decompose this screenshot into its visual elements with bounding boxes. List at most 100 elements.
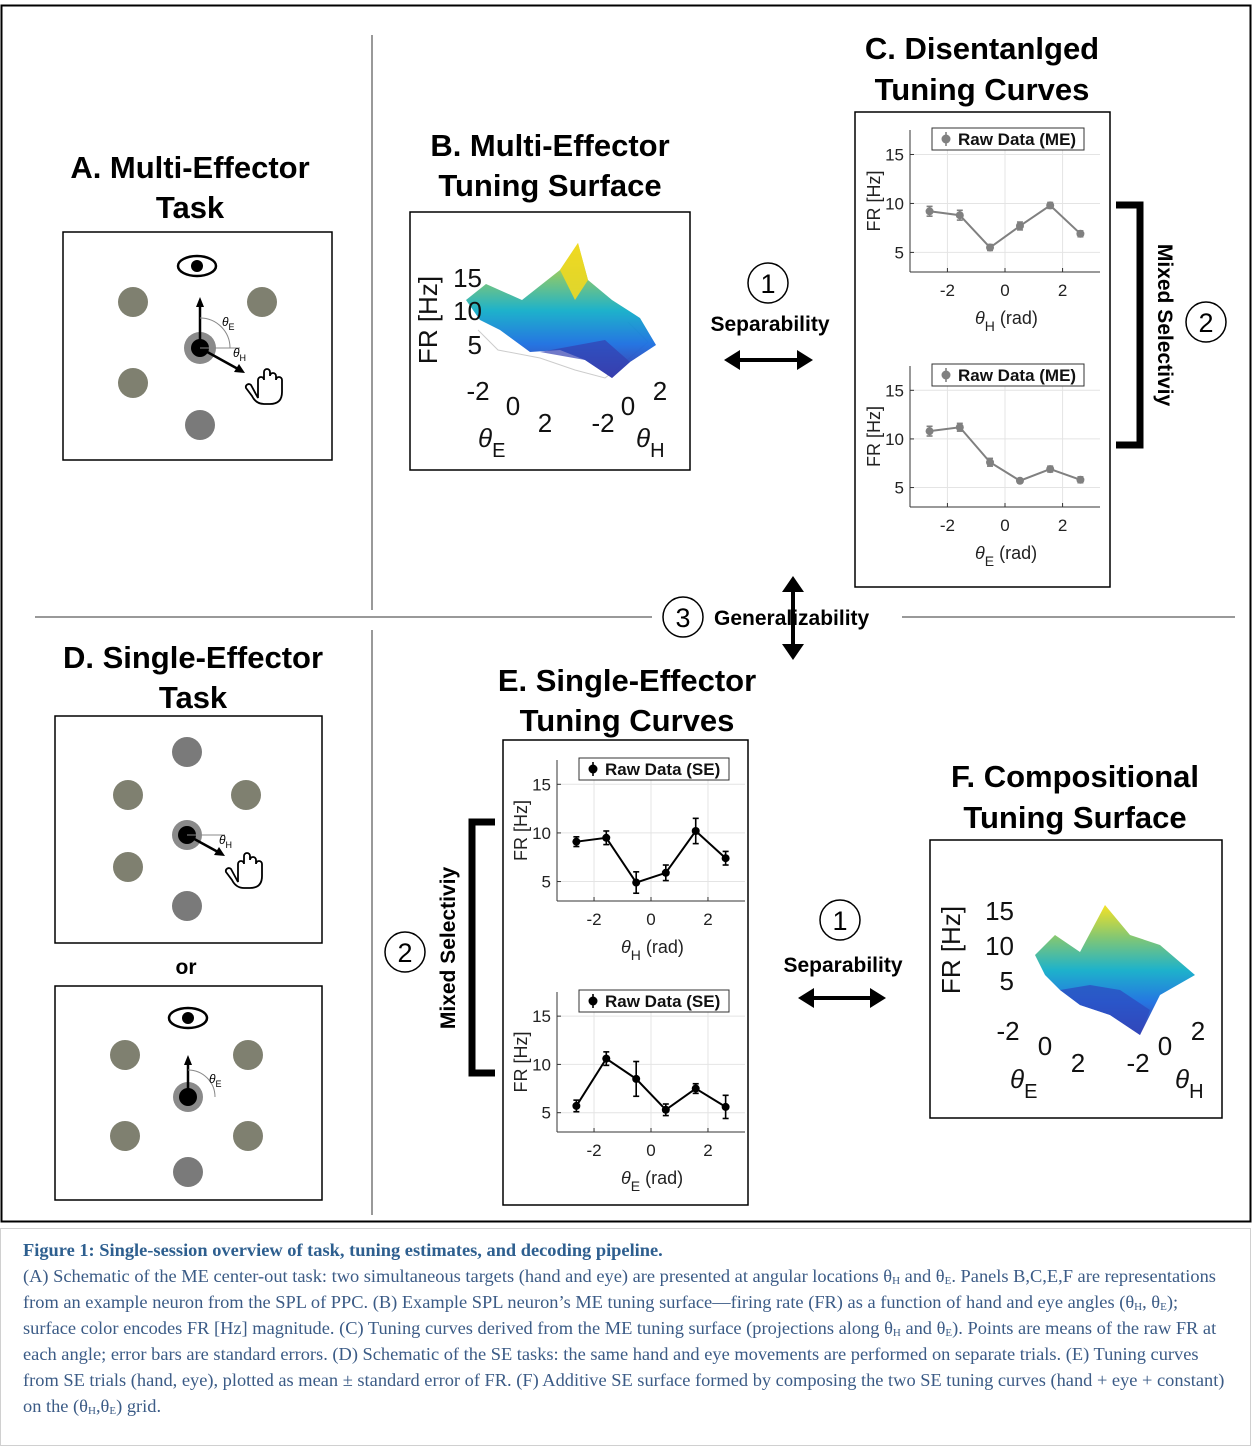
tick-label: -2 bbox=[591, 408, 614, 438]
x-axis-label: θE(rad) bbox=[621, 1168, 683, 1194]
panel-title: C. Disentanlged bbox=[865, 31, 1099, 66]
annotation: 1 Separability bbox=[710, 263, 829, 370]
legend-label: Raw Data (SE) bbox=[605, 760, 720, 779]
legend-label: Raw Data (ME) bbox=[958, 130, 1076, 149]
x-axis-label: θH(rad) bbox=[975, 308, 1038, 334]
x-axis-symbol: θ bbox=[975, 308, 985, 328]
tick-label: 0 bbox=[1038, 1031, 1052, 1061]
step-number: 1 bbox=[760, 269, 775, 299]
y-tick-label: 10 bbox=[885, 430, 904, 449]
x-tick-label: 0 bbox=[646, 910, 655, 929]
x-axis-subscript: H bbox=[631, 947, 641, 963]
tick-label: -2 bbox=[466, 376, 489, 406]
panel-title: B. Multi-Effector bbox=[430, 128, 669, 163]
caption-text: ) grid. bbox=[116, 1396, 161, 1416]
y-tick-label: 15 bbox=[885, 381, 904, 400]
step-number: 1 bbox=[832, 906, 847, 936]
step-number: 2 bbox=[1198, 308, 1213, 338]
annotation-label: Mixed Selectiviy bbox=[437, 867, 460, 1030]
panel-title: A. Multi-Effector bbox=[70, 150, 309, 185]
tick-label: -2 bbox=[996, 1016, 1019, 1046]
annotation-label: Mixed Selectiviy bbox=[1153, 244, 1176, 407]
axis-label: FR [Hz] bbox=[413, 276, 443, 364]
tick-label: 5 bbox=[1000, 966, 1014, 996]
data-point bbox=[662, 869, 670, 877]
page: { "panel_a": {"title": ["A. Multi-Effect… bbox=[0, 0, 1253, 1452]
data-point bbox=[572, 838, 580, 846]
x-axis-unit: (rad) bbox=[646, 937, 684, 957]
task-schematic: θE θH bbox=[63, 232, 332, 460]
legend-label: Raw Data (SE) bbox=[605, 992, 720, 1011]
data-point bbox=[1046, 201, 1054, 209]
x-axis-unit: (rad) bbox=[999, 543, 1037, 563]
panel-title: Tuning Curves bbox=[520, 703, 735, 738]
x-axis-subscript: H bbox=[985, 318, 995, 334]
panel-frame bbox=[503, 740, 748, 1205]
data-point bbox=[692, 1085, 700, 1093]
annotation: Mixed Selectiviy 2 bbox=[385, 822, 495, 1073]
line-chart: -20251015FR [Hz]θH(rad)Raw Data (ME) bbox=[864, 128, 1100, 334]
y-tick-label: 5 bbox=[542, 1104, 551, 1123]
caption-body: (A) Schematic of the ME center-out task:… bbox=[23, 1263, 1228, 1419]
panel-title: Task bbox=[159, 680, 228, 715]
y-axis-label: FR [Hz] bbox=[864, 406, 884, 467]
panel-title: D. Single-Effector bbox=[63, 640, 323, 675]
y-axis-label: FR [Hz] bbox=[511, 800, 531, 861]
data-point bbox=[722, 1103, 730, 1111]
caption-text: ,θ bbox=[96, 1396, 109, 1416]
data-point bbox=[986, 458, 994, 466]
caption-subscript: H bbox=[892, 1275, 900, 1287]
legend-marker bbox=[589, 997, 598, 1006]
caption: Figure 1: Single-session overview of tas… bbox=[0, 1228, 1251, 1446]
caption-text: , θ bbox=[1142, 1292, 1160, 1312]
data-point bbox=[1016, 222, 1024, 230]
tick-label: -2 bbox=[1126, 1048, 1149, 1078]
y-tick-label: 15 bbox=[532, 1007, 551, 1026]
data-point bbox=[632, 1075, 640, 1083]
data-point bbox=[1076, 476, 1084, 484]
annotation: Mixed Selectiviy 2 bbox=[1116, 205, 1226, 445]
x-tick-label: 2 bbox=[1058, 281, 1067, 300]
caption-subscript: H bbox=[893, 1327, 901, 1339]
tick-label: 10 bbox=[985, 931, 1014, 961]
x-tick-label: -2 bbox=[586, 910, 601, 929]
tick-label: 0 bbox=[506, 391, 520, 421]
tick-label: 15 bbox=[453, 263, 482, 293]
x-axis-label: θH (rad) bbox=[621, 937, 684, 963]
data-point bbox=[722, 854, 730, 862]
x-axis-symbol: θ bbox=[975, 543, 985, 563]
tick-label: 2 bbox=[538, 408, 552, 438]
x-tick-label: -2 bbox=[586, 1141, 601, 1160]
step-number: 2 bbox=[397, 938, 412, 968]
caption-text: and θ bbox=[900, 1266, 945, 1286]
x-tick-label: 0 bbox=[1000, 281, 1009, 300]
y-tick-label: 15 bbox=[885, 145, 904, 164]
tick-label: 15 bbox=[985, 896, 1014, 926]
x-tick-label: 2 bbox=[1058, 516, 1067, 535]
data-point bbox=[956, 423, 964, 431]
y-tick-label: 10 bbox=[885, 194, 904, 213]
x-tick-label: -2 bbox=[940, 516, 955, 535]
legend-marker bbox=[589, 765, 598, 774]
caption-subscript: H bbox=[1134, 1301, 1142, 1313]
x-tick-label: 2 bbox=[703, 1141, 712, 1160]
caption-text: and θ bbox=[901, 1318, 946, 1338]
tick-label: 10 bbox=[453, 296, 482, 326]
x-tick-label: 0 bbox=[646, 1141, 655, 1160]
tick-label: 5 bbox=[468, 330, 482, 360]
x-axis-symbol: θ bbox=[621, 937, 631, 957]
data-point bbox=[986, 244, 994, 252]
data-point bbox=[926, 427, 934, 435]
legend-marker bbox=[942, 371, 951, 380]
tick-label: 2 bbox=[653, 376, 667, 406]
data-point bbox=[1076, 230, 1084, 238]
x-axis-unit: (rad) bbox=[645, 1168, 683, 1188]
y-tick-label: 5 bbox=[542, 873, 551, 892]
line-chart: -20251015FR [Hz]θH(rad)Raw Data (SE) bbox=[511, 758, 745, 963]
line-chart: -20251015FR [Hz]θE(rad)Raw Data (SE) bbox=[511, 990, 745, 1194]
panel-title: Tuning Surface bbox=[963, 800, 1186, 835]
x-tick-label: -2 bbox=[940, 281, 955, 300]
y-tick-label: 5 bbox=[895, 479, 904, 498]
panel-title: Tuning Surface bbox=[438, 168, 661, 203]
y-tick-label: 5 bbox=[895, 243, 904, 262]
